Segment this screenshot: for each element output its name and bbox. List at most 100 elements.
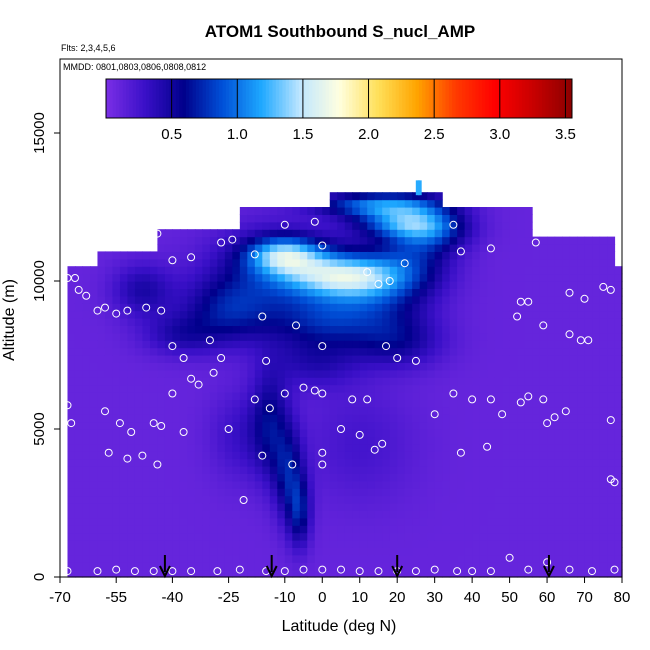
heatmap-cell: [427, 392, 436, 400]
heatmap-cell: [382, 310, 391, 319]
heatmap-cell: [434, 554, 443, 563]
sample-point: [262, 356, 271, 365]
sample-point: [337, 425, 345, 433]
heatmap-cell: [592, 295, 601, 304]
heatmap-cell: [449, 414, 458, 423]
heatmap-cell: [89, 332, 99, 341]
heatmap-cell: [194, 532, 203, 541]
x-tick-label: 10: [351, 589, 368, 606]
heatmap-cell: [517, 207, 526, 215]
heatmap-cell: [614, 436, 623, 445]
heatmap-cell: [547, 303, 556, 312]
heatmap-cell: [524, 503, 533, 511]
heatmap-cell: [89, 392, 99, 400]
heatmap-cell: [112, 406, 121, 415]
heatmap-cell: [509, 362, 518, 371]
heatmap-cell: [569, 451, 578, 460]
heatmap-cell: [502, 562, 511, 571]
heatmap-cell: [374, 192, 383, 201]
heatmap-cell: [97, 488, 106, 497]
heatmap-cell: [397, 392, 406, 400]
colorbar-segment: [455, 79, 460, 118]
heatmap-cell: [314, 377, 323, 386]
heatmap-cell: [487, 429, 496, 437]
heatmap-cell: [599, 532, 608, 541]
colorbar-segment: [295, 79, 300, 118]
heatmap-cell: [149, 488, 159, 497]
heatmap-cell: [592, 451, 601, 460]
heatmap-cell: [209, 355, 218, 363]
heatmap-cell: [502, 295, 511, 304]
heatmap-cell: [599, 295, 608, 304]
heatmap-cell: [172, 369, 181, 378]
heatmap-cell: [322, 229, 331, 238]
colorbar-segment: [495, 79, 500, 118]
heatmap-cell: [479, 525, 488, 534]
heatmap-cell: [232, 569, 241, 578]
heatmap-cell: [607, 355, 616, 363]
heatmap-cell: [547, 443, 556, 452]
heatmap-cell: [74, 429, 84, 437]
heatmap-cell: [524, 495, 533, 504]
colorbar-segment: [319, 79, 323, 118]
heatmap-cell: [464, 554, 473, 563]
heatmap-cell: [487, 273, 496, 282]
heatmap-cell: [577, 525, 586, 534]
heatmap-cell: [614, 466, 623, 474]
heatmap-cell: [404, 207, 413, 215]
heatmap-cell: [89, 347, 99, 356]
heatmap-cell: [322, 295, 331, 304]
heatmap-cell: [112, 369, 121, 378]
heatmap-cell: [329, 377, 338, 386]
heatmap-cell: [427, 488, 436, 497]
heatmap-cell: [577, 369, 586, 378]
heatmap-cell: [412, 355, 421, 363]
heatmap-cell: [487, 554, 496, 563]
heatmap-cell: [487, 214, 496, 223]
heatmap-cell: [179, 532, 188, 541]
heatmap-cell: [97, 355, 106, 363]
heatmap-cell: [367, 466, 376, 474]
colorbar-segment: [159, 79, 164, 118]
heatmap-cell: [584, 466, 593, 474]
heatmap-cell: [464, 340, 473, 349]
heatmap-cell: [209, 229, 218, 238]
heatmap-cell: [352, 443, 361, 452]
heatmap-cell: [442, 547, 451, 556]
heatmap-cell: [569, 303, 578, 312]
heatmap-cell: [419, 229, 428, 238]
heatmap-cell: [344, 244, 353, 252]
heatmap-cell: [224, 532, 233, 541]
heatmap-cell: [89, 554, 99, 563]
sample-point: [101, 303, 109, 312]
heatmap-cell: [224, 488, 233, 497]
heatmap-cell: [164, 310, 173, 319]
heatmap-cell: [562, 325, 571, 334]
heatmap-cell: [419, 362, 428, 371]
heatmap-cell: [112, 554, 121, 563]
heatmap-cell: [427, 244, 436, 252]
heatmap-cell: [194, 318, 203, 326]
heatmap-cell: [134, 406, 144, 415]
heatmap-cell: [104, 458, 114, 467]
heatmap-cell: [494, 347, 503, 356]
heatmap-cell: [457, 266, 466, 275]
heatmap-cell: [217, 399, 226, 408]
heatmap-cell: [524, 569, 533, 578]
heatmap-cell: [359, 221, 368, 230]
heatmap-cell: [352, 236, 361, 245]
heatmap-cell: [67, 562, 76, 571]
colorbar-segment: [106, 79, 110, 118]
heatmap-cell: [322, 251, 331, 260]
heatmap-cell: [254, 488, 263, 497]
heatmap-cell: [232, 392, 241, 400]
heatmap-cell: [344, 303, 353, 312]
heatmap-cell: [172, 347, 181, 356]
heatmap-cell: [457, 332, 466, 341]
heatmap-cell: [187, 288, 196, 297]
heatmap-cell: [142, 303, 151, 312]
heatmap-cell: [299, 377, 308, 386]
heatmap-cell: [337, 221, 346, 230]
heatmap-cell: [382, 473, 391, 482]
